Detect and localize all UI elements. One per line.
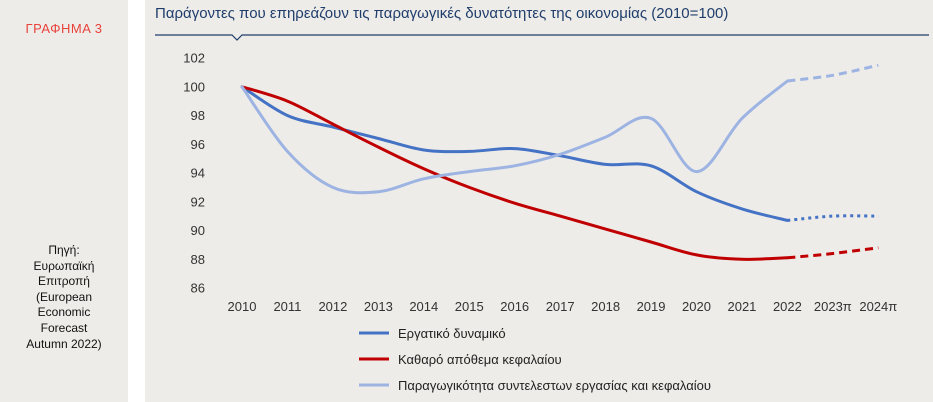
figure-label: ΓΡΑΦΗΜΑ 3 bbox=[25, 21, 103, 36]
x-tick-label: 2012 bbox=[318, 299, 347, 314]
series-line-3 bbox=[240, 79, 789, 195]
source-line: Autumn 2022) bbox=[26, 336, 102, 351]
series-forecast-line-1 bbox=[787, 214, 879, 222]
legend-label: Εργατικό δυναμικό bbox=[398, 326, 506, 341]
legend: Εργατικό δυναμικό Καθαρό απόθεμα κεφαλαίο… bbox=[359, 326, 711, 393]
source-line: Forecast bbox=[40, 320, 88, 335]
y-tick-label: 98 bbox=[191, 108, 205, 123]
legend-label: Παραγωγικότητα συντελεστων εργασίας και … bbox=[398, 378, 711, 393]
legend-label: Καθαρό απόθεμα κεφαλαίου bbox=[398, 352, 562, 367]
y-tick-label: 102 bbox=[183, 51, 205, 66]
x-tick-label: 2014 bbox=[409, 299, 438, 314]
axes: 86 88 90 92 94 96 98 100 102 2010 2011 2012 2013 2014… bbox=[183, 51, 897, 315]
chart-title: Παράγοντες που επηρεάζουν τις παραγωγικέ… bbox=[155, 5, 729, 22]
y-tick-label: 92 bbox=[191, 194, 205, 209]
x-tick-label: 2018 bbox=[591, 299, 620, 314]
series-lines bbox=[240, 63, 879, 261]
x-tick-label: 2017 bbox=[546, 299, 575, 314]
source-line: Economic bbox=[37, 305, 91, 320]
x-tick-label: 2020 bbox=[682, 299, 711, 314]
source-line: Ευρωπαϊκή bbox=[33, 258, 95, 273]
x-tick-label: 2015 bbox=[455, 299, 484, 314]
source-line: Επιτροπή bbox=[38, 274, 90, 289]
y-tick-label: 90 bbox=[191, 223, 205, 238]
series-line-2 bbox=[240, 85, 789, 261]
x-tick-label: 2011 bbox=[273, 299, 301, 314]
series-forecast-line-2 bbox=[787, 246, 879, 260]
y-tick-label: 86 bbox=[191, 281, 205, 296]
sidebar-panel: ΓΡΑΦΗΜΑ 3 Πηγή: Ευρωπαϊκή Επιτροπή (Euro… bbox=[0, 0, 128, 402]
title-underline bbox=[155, 34, 929, 41]
x-tick-label: 2019 bbox=[637, 299, 666, 314]
source-line: (European bbox=[35, 289, 93, 304]
x-tick-label: 2024π bbox=[859, 299, 897, 314]
title-rule bbox=[155, 34, 929, 41]
x-tick-label: 2010 bbox=[228, 299, 257, 314]
x-tick-label: 2016 bbox=[500, 299, 529, 314]
source-note: Πηγή: Ευρωπαϊκή Επιτροπή (European Econo… bbox=[0, 243, 128, 352]
x-tick-label: 2023π bbox=[814, 299, 852, 314]
series-forecast-line-3 bbox=[787, 63, 879, 83]
source-line: Πηγή: bbox=[48, 243, 80, 257]
x-tick-label: 2021 bbox=[727, 299, 756, 314]
chart-panel bbox=[145, 0, 933, 402]
y-tick-label: 100 bbox=[183, 79, 205, 94]
y-tick-label: 94 bbox=[191, 166, 205, 181]
x-tick-label: 2022 bbox=[773, 299, 802, 314]
x-tick-label: 2013 bbox=[364, 299, 393, 314]
y-tick-label: 88 bbox=[191, 252, 205, 267]
y-tick-label: 96 bbox=[191, 137, 205, 152]
series-line-1 bbox=[240, 85, 789, 222]
